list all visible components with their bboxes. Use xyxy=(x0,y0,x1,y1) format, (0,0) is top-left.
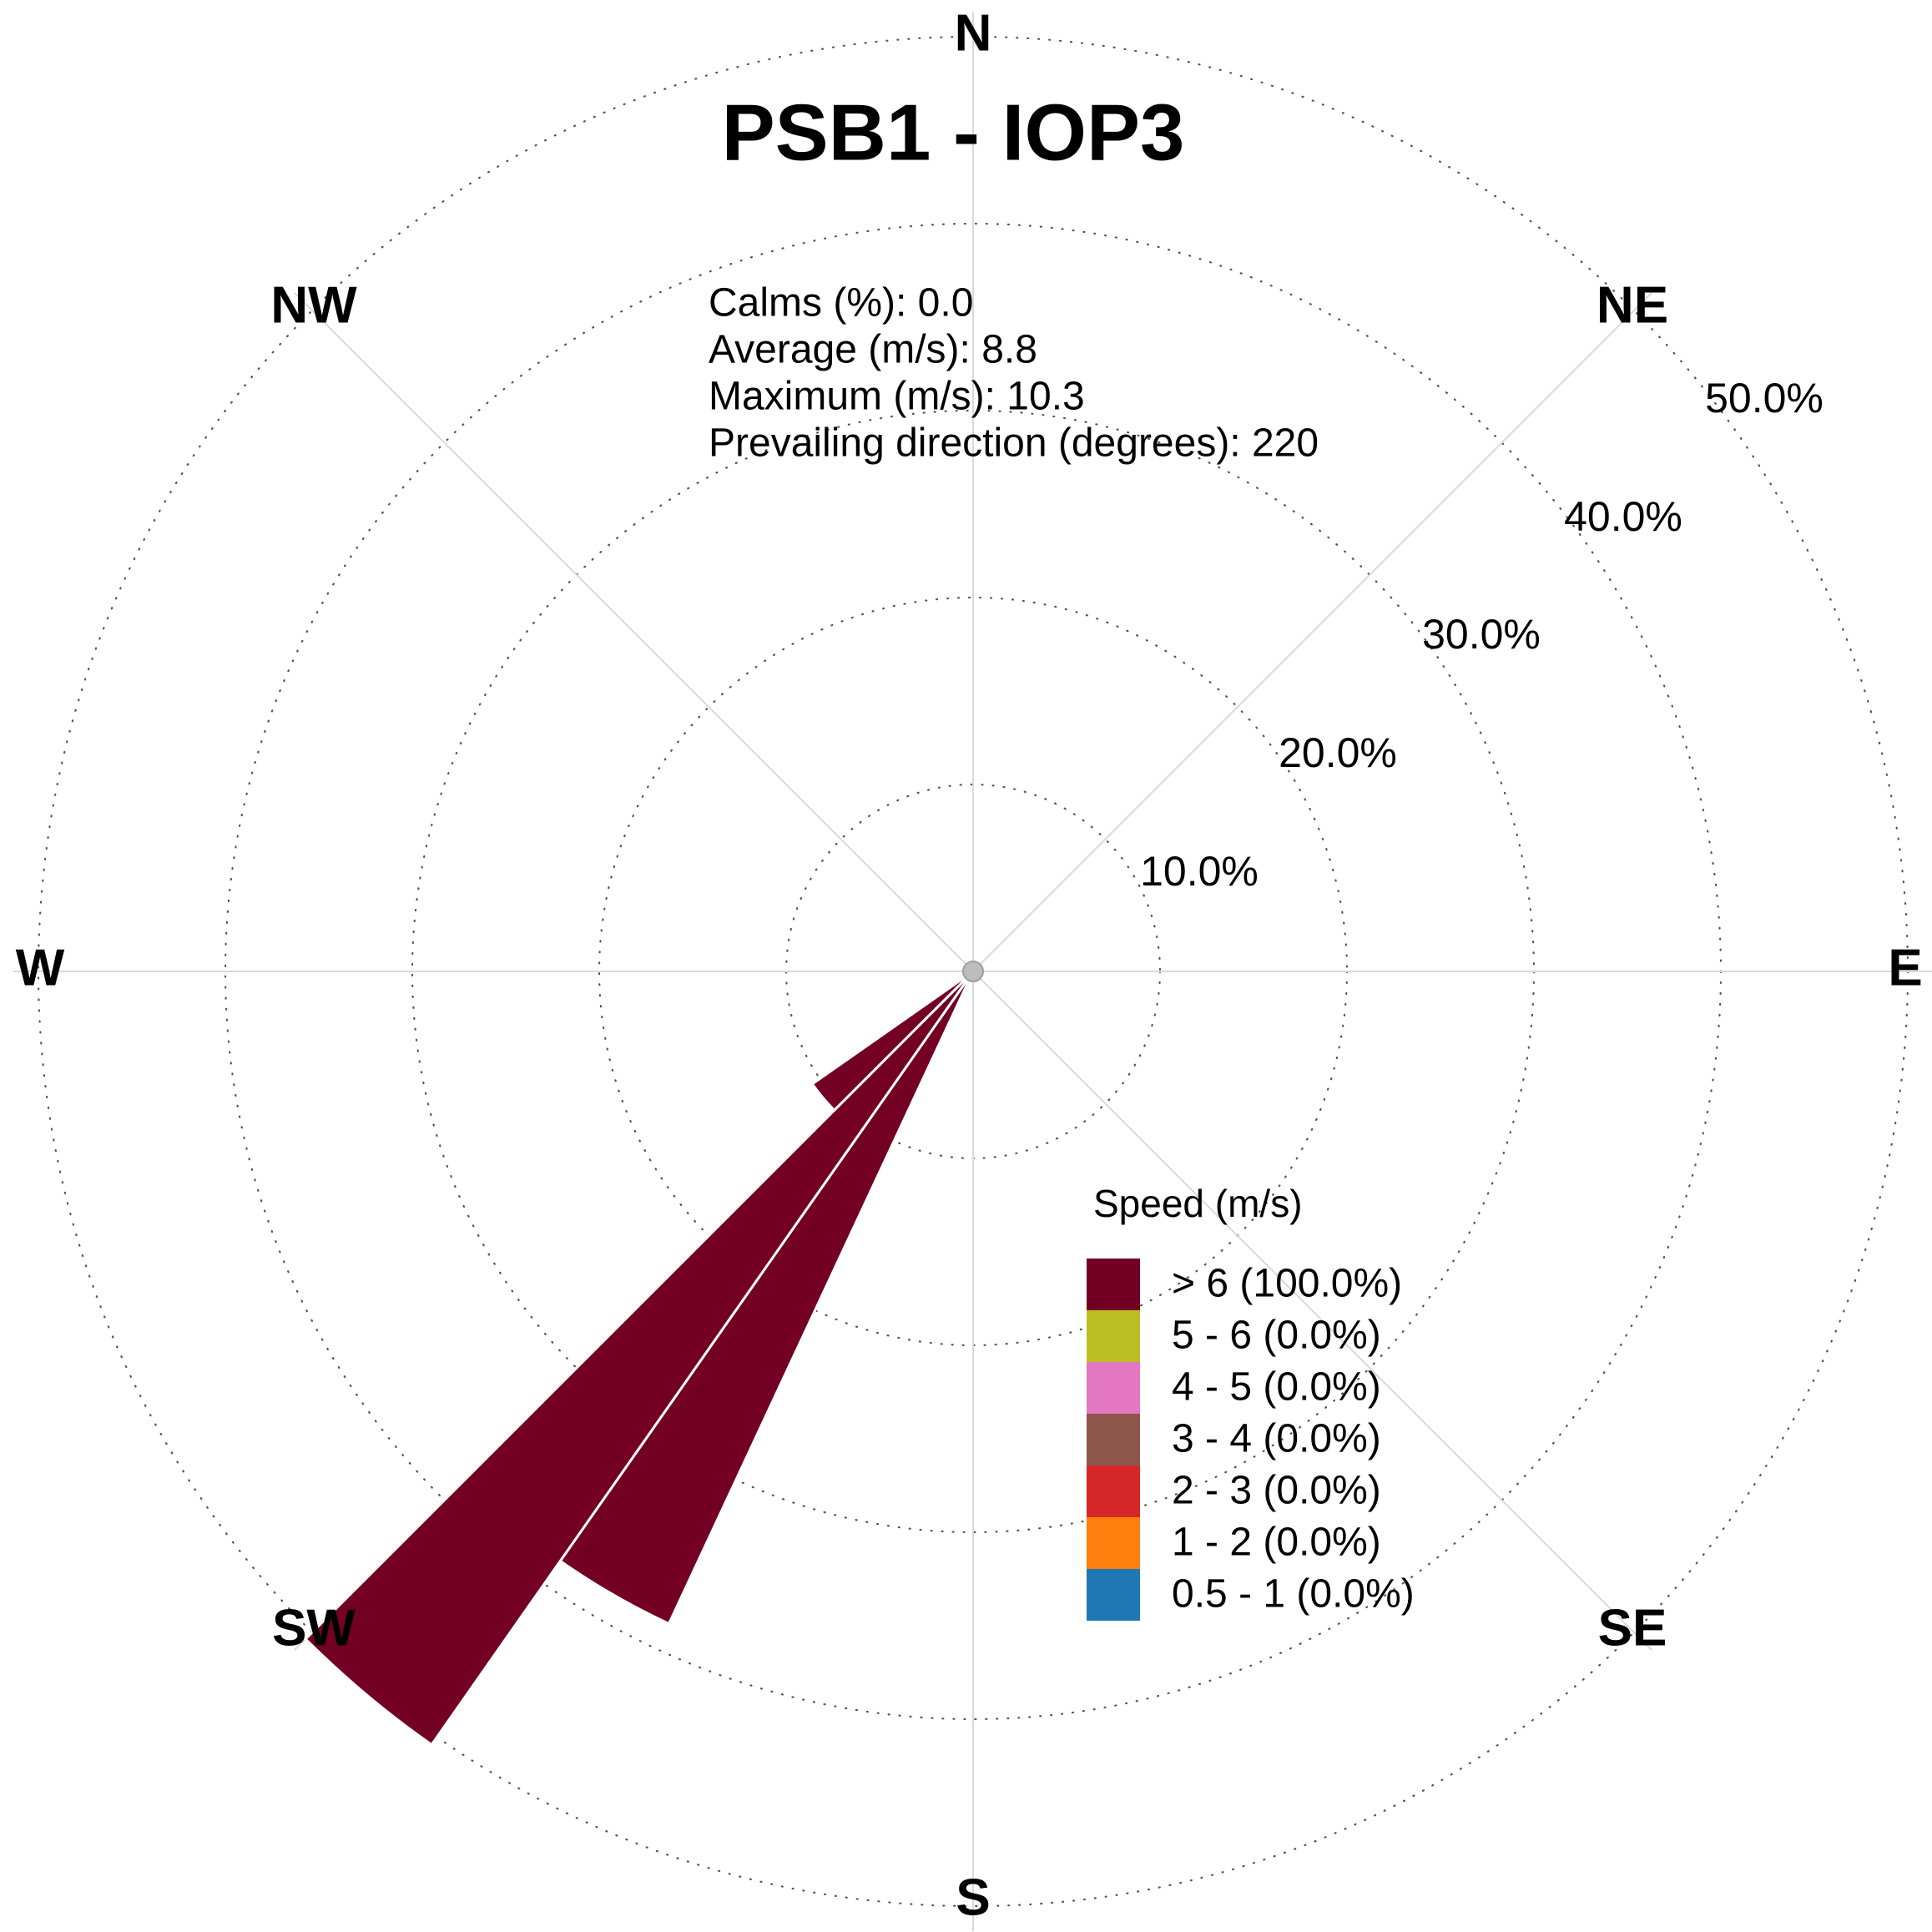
spoke-se xyxy=(972,971,1652,1651)
spoke-nw xyxy=(294,292,974,972)
ring-label-1: 10.0% xyxy=(1140,848,1259,895)
compass-n: N xyxy=(955,4,992,62)
legend-swatch-1 xyxy=(1087,1259,1140,1310)
center-dot xyxy=(962,961,984,982)
legend-label-6: 1 - 2 (0.0%) xyxy=(1172,1521,1381,1565)
stat-line-4: Prevailing direction (degrees): 220 xyxy=(709,421,1319,466)
stat-line-2: Average (m/s): 8.8 xyxy=(709,328,1037,372)
wind-sectors xyxy=(303,970,975,1747)
spoke-ne xyxy=(972,292,1652,972)
legend-label-2: 5 - 6 (0.0%) xyxy=(1172,1314,1381,1358)
compass-s: S xyxy=(956,1869,990,1926)
legend-label-5: 2 - 3 (0.0%) xyxy=(1172,1469,1381,1513)
legend-title: Speed (m/s) xyxy=(1093,1182,1303,1225)
legend-swatch-4 xyxy=(1087,1414,1140,1465)
legend-swatch-5 xyxy=(1087,1465,1140,1517)
compass-e: E xyxy=(1888,939,1922,996)
ring-label-5: 50.0% xyxy=(1705,375,1824,421)
compass-labels: N NE E SE S SW W NW xyxy=(16,4,1923,1926)
legend-label-4: 3 - 4 (0.0%) xyxy=(1172,1417,1381,1461)
compass-w: W xyxy=(16,939,65,996)
compass-nw: NW xyxy=(270,276,357,334)
compass-sw: SW xyxy=(272,1599,356,1657)
sector-230 xyxy=(810,970,975,1112)
chart-title: PSB1 - IOP3 xyxy=(722,88,1185,177)
legend-swatch-2 xyxy=(1087,1310,1140,1362)
sector-220 xyxy=(303,970,975,1747)
legend-swatch-3 xyxy=(1087,1362,1140,1414)
ring-labels: 10.0% 20.0% 30.0% 40.0% 50.0% xyxy=(1140,375,1824,895)
ring-label-2: 20.0% xyxy=(1279,729,1397,776)
stat-line-3: Maximum (m/s): 10.3 xyxy=(709,375,1085,419)
legend-label-7: 0.5 - 1 (0.0%) xyxy=(1172,1572,1415,1617)
legend-label-3: 4 - 5 (0.0%) xyxy=(1172,1365,1381,1410)
legend: Speed (m/s) > 6 (100.0%) 5 - 6 (0.0%) 4 - … xyxy=(1087,1182,1415,1621)
legend-swatch-7 xyxy=(1087,1569,1140,1621)
legend-swatch-6 xyxy=(1087,1517,1140,1569)
compass-se: SE xyxy=(1598,1599,1667,1657)
ring-label-3: 30.0% xyxy=(1422,611,1541,658)
ring-label-4: 40.0% xyxy=(1564,493,1682,540)
stat-line-1: Calms (%): 0.0 xyxy=(709,281,973,325)
compass-ne: NE xyxy=(1597,276,1668,334)
legend-label-1: > 6 (100.0%) xyxy=(1172,1262,1402,1306)
sector-210 xyxy=(558,971,975,1626)
